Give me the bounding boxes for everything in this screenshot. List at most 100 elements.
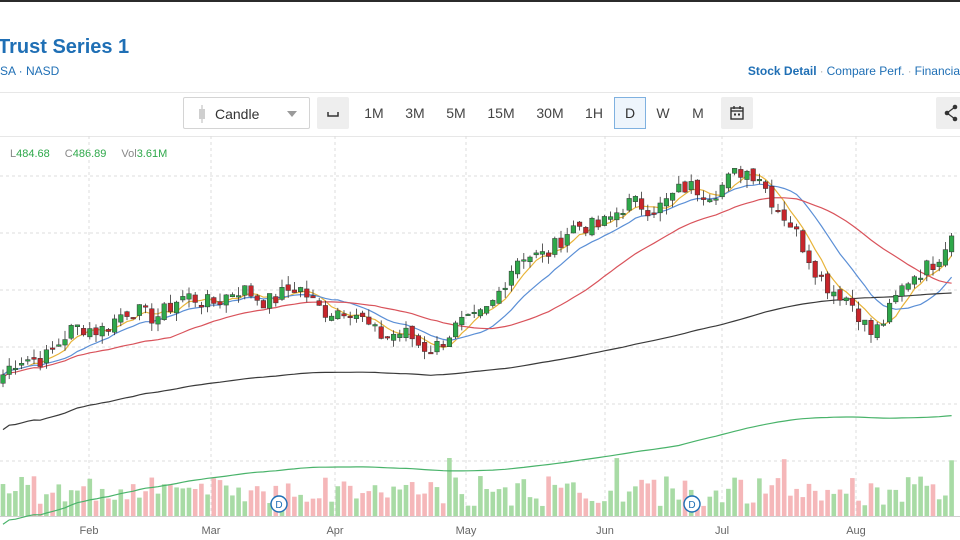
period-bracket-button[interactable]: [317, 97, 349, 129]
volume-bar: [781, 459, 787, 516]
candle-down: [37, 358, 43, 367]
financials-link[interactable]: Financia: [914, 64, 960, 78]
volume-bar: [471, 505, 477, 516]
volume-bar: [868, 483, 874, 516]
candle-down: [384, 336, 390, 339]
ohlc-readout: L484.68 C486.89 Vol3.61M: [10, 148, 167, 160]
timeframe-m-button[interactable]: M: [692, 105, 704, 121]
low-value: 484.68: [16, 148, 50, 160]
candle-up: [174, 301, 180, 314]
candle-down: [682, 181, 688, 193]
volume-bar: [905, 477, 911, 516]
volume-bar: [211, 478, 217, 516]
volume-bar: [918, 476, 923, 516]
volume-bar: [130, 484, 136, 516]
volume-bar: [819, 500, 824, 516]
candle-down: [546, 252, 552, 257]
volume-bar: [583, 498, 589, 516]
volume-bar: [850, 478, 855, 516]
candle-down: [750, 168, 756, 182]
candle-up: [670, 192, 676, 201]
timeframe-d-button[interactable]: D: [614, 97, 646, 129]
volume-bar: [874, 487, 880, 516]
candle-up: [732, 168, 738, 174]
volume-bar: [527, 497, 533, 516]
chart-type-select[interactable]: Candle: [183, 97, 310, 129]
volume-bar: [440, 503, 446, 516]
candle-down: [651, 212, 657, 215]
candle-down: [930, 263, 936, 270]
candle-down: [285, 284, 291, 291]
volume-bar: [862, 505, 868, 516]
candle-down: [583, 227, 589, 234]
volume-bar: [657, 505, 663, 516]
volume-bar: [540, 505, 545, 516]
candle-down: [825, 273, 831, 294]
candle-down: [217, 301, 223, 305]
calendar-button[interactable]: [721, 97, 753, 129]
candle-up: [515, 260, 521, 275]
ma-line-4: [2, 292, 952, 431]
candle-down: [347, 315, 353, 318]
candle-up: [68, 325, 74, 339]
volume-bar: [44, 494, 49, 516]
low-label: L: [10, 148, 17, 160]
candle-up: [155, 316, 161, 325]
timeframe-1m-button[interactable]: 1M: [364, 105, 384, 121]
candle-up: [180, 296, 186, 301]
candle-up: [267, 293, 273, 309]
x-tick-label: Apr: [326, 525, 343, 537]
volume-bar: [949, 460, 954, 516]
candle-down: [93, 327, 99, 336]
candle-up: [719, 184, 725, 198]
candle-down: [273, 296, 279, 304]
candle-up: [887, 302, 893, 323]
volume-bar: [521, 479, 527, 516]
share-button[interactable]: [936, 97, 960, 129]
candle-up: [663, 198, 669, 207]
candle-up: [112, 318, 118, 333]
compare-perf-link[interactable]: Compare Perf.: [826, 64, 905, 78]
candle-up: [397, 333, 403, 338]
candle-down: [130, 317, 136, 320]
candle-down: [558, 237, 564, 248]
candle-down: [254, 295, 260, 301]
volume-bar: [496, 489, 502, 516]
volume-bar: [360, 493, 365, 516]
volume-bar: [651, 479, 657, 516]
candle-up: [657, 202, 663, 214]
volume-bar: [502, 487, 508, 516]
candlestick-icon: [199, 105, 205, 123]
timeframe-1h-button[interactable]: 1H: [585, 105, 603, 121]
volume-bar: [366, 491, 372, 516]
volume-bar: [422, 493, 427, 516]
volume-bar: [856, 500, 861, 516]
timeframe-30m-button[interactable]: 30M: [536, 105, 564, 121]
candle-down: [769, 186, 775, 208]
timeframe-w-button[interactable]: W: [656, 105, 670, 121]
volume-bar: [484, 489, 489, 516]
volume-bar: [416, 494, 421, 516]
timeframe-15m-button[interactable]: 15M: [487, 105, 515, 121]
x-tick-label: Aug: [846, 525, 866, 537]
candle-up: [756, 179, 762, 182]
candle-up: [329, 315, 335, 321]
candle-up: [484, 306, 490, 314]
volume-bar: [347, 485, 353, 516]
candle-up: [632, 196, 638, 202]
candle-up: [502, 287, 508, 290]
candle-down: [291, 289, 297, 293]
candle-down: [322, 305, 328, 318]
candle-up: [0, 374, 6, 384]
volume-bar: [738, 479, 744, 516]
volume-bar: [25, 484, 31, 516]
timeframe-3m-button[interactable]: 3M: [405, 105, 425, 121]
volume-bar: [409, 482, 415, 516]
volume-bar: [571, 482, 576, 516]
volume-bar: [310, 498, 316, 516]
timeframe-5m-button[interactable]: 5M: [446, 105, 466, 121]
stock-detail-link[interactable]: Stock Detail: [747, 64, 817, 78]
dividend-marker-label: D: [275, 500, 282, 511]
moving-averages: [2, 173, 953, 525]
